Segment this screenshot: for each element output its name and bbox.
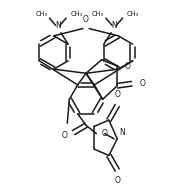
Text: CH₃: CH₃	[70, 11, 82, 17]
Text: N: N	[119, 128, 125, 137]
Text: CH₃: CH₃	[92, 11, 104, 17]
Text: O: O	[61, 131, 67, 140]
Text: O: O	[125, 62, 130, 70]
Text: N: N	[111, 21, 117, 30]
Text: O: O	[114, 176, 120, 185]
Text: O: O	[114, 90, 120, 99]
Text: O: O	[102, 129, 108, 138]
Text: N: N	[55, 21, 61, 30]
Text: CH₃: CH₃	[127, 11, 139, 17]
Text: CH₃: CH₃	[35, 11, 47, 17]
Text: O: O	[83, 15, 89, 24]
Text: O: O	[140, 79, 146, 88]
